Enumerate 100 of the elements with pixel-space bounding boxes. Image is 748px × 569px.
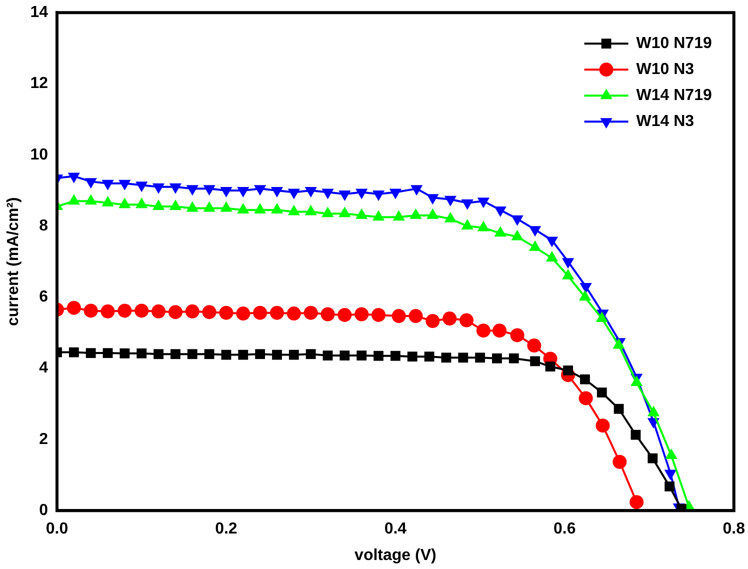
- point: [340, 350, 350, 360]
- point: [647, 406, 660, 416]
- point: [494, 206, 506, 218]
- point: [203, 185, 216, 196]
- point: [134, 304, 149, 318]
- y-axis-title: current (mA/cm²): [5, 197, 22, 326]
- point: [338, 190, 351, 202]
- point: [476, 324, 490, 338]
- point: [136, 182, 148, 192]
- point: [154, 349, 164, 360]
- point: [578, 391, 593, 406]
- point: [528, 226, 542, 237]
- point: [356, 350, 367, 360]
- point: [510, 328, 524, 342]
- point: [356, 188, 368, 200]
- point: [508, 353, 519, 364]
- point: [614, 404, 624, 414]
- point: [66, 300, 81, 315]
- point: [185, 304, 200, 318]
- point: [236, 306, 250, 321]
- x-tick-label: 0.8: [722, 520, 746, 538]
- point: [322, 188, 334, 200]
- point: [546, 236, 558, 248]
- point: [338, 308, 352, 322]
- x-tick-label: 0.2: [215, 520, 238, 538]
- point: [304, 306, 318, 320]
- point: [648, 453, 658, 464]
- point: [442, 312, 457, 326]
- point: [477, 198, 490, 208]
- point: [426, 314, 440, 328]
- point: [563, 366, 573, 376]
- point: [253, 306, 268, 320]
- point: [410, 185, 423, 196]
- point: [306, 349, 316, 360]
- point: [596, 418, 610, 433]
- legend-label: W14 N719: [636, 87, 712, 104]
- point: [170, 349, 180, 360]
- point: [270, 306, 284, 320]
- point: [288, 350, 299, 360]
- point: [424, 352, 434, 362]
- point: [444, 196, 456, 206]
- x-tick-label: 0.0: [46, 520, 68, 538]
- legend-label: W10 N3: [636, 61, 694, 78]
- point: [270, 186, 284, 198]
- point: [441, 352, 452, 363]
- point: [389, 188, 402, 200]
- point: [596, 388, 607, 398]
- y-tick-label: 10: [30, 146, 48, 164]
- point: [374, 350, 384, 361]
- point: [354, 307, 369, 322]
- point: [426, 194, 439, 205]
- y-tick-label: 0: [39, 502, 48, 520]
- y-tick-label: 2: [39, 430, 48, 448]
- point: [511, 215, 524, 226]
- point: [288, 188, 300, 200]
- y-tick-label: 12: [30, 75, 48, 92]
- point: [152, 183, 165, 194]
- point: [475, 352, 485, 363]
- point: [492, 324, 507, 338]
- point: [286, 306, 301, 321]
- point: [118, 180, 131, 190]
- point: [320, 307, 335, 322]
- point: [152, 304, 166, 318]
- point: [120, 348, 130, 358]
- point: [458, 352, 468, 363]
- point: [86, 348, 96, 358]
- legend-label: W10 N719: [636, 35, 712, 52]
- point: [68, 347, 79, 358]
- point: [372, 190, 385, 202]
- point: [186, 185, 198, 196]
- point: [390, 350, 400, 361]
- point: [84, 304, 98, 318]
- y-tick-label: 14: [30, 4, 48, 22]
- point: [665, 448, 678, 459]
- point: [580, 283, 592, 294]
- x-tick-label: 0.6: [554, 520, 576, 538]
- point: [102, 180, 114, 190]
- point: [272, 350, 282, 360]
- point: [530, 356, 540, 366]
- point: [322, 350, 333, 360]
- point: [460, 313, 474, 328]
- x-tick-label: 0.4: [384, 520, 407, 538]
- point: [408, 309, 423, 324]
- point: [664, 481, 675, 492]
- point: [169, 183, 182, 194]
- point: [168, 305, 182, 320]
- point: [407, 352, 418, 362]
- point: [612, 454, 627, 469]
- point: [68, 172, 80, 184]
- point: [545, 362, 556, 372]
- point: [204, 349, 214, 360]
- point: [202, 305, 216, 320]
- legend-label: W14 N3: [636, 113, 694, 130]
- y-tick-label: 6: [39, 288, 48, 306]
- point: [136, 348, 147, 358]
- point: [630, 430, 641, 440]
- point: [219, 306, 234, 320]
- point: [372, 308, 386, 322]
- point: [461, 199, 474, 210]
- y-tick-label: 8: [39, 217, 48, 234]
